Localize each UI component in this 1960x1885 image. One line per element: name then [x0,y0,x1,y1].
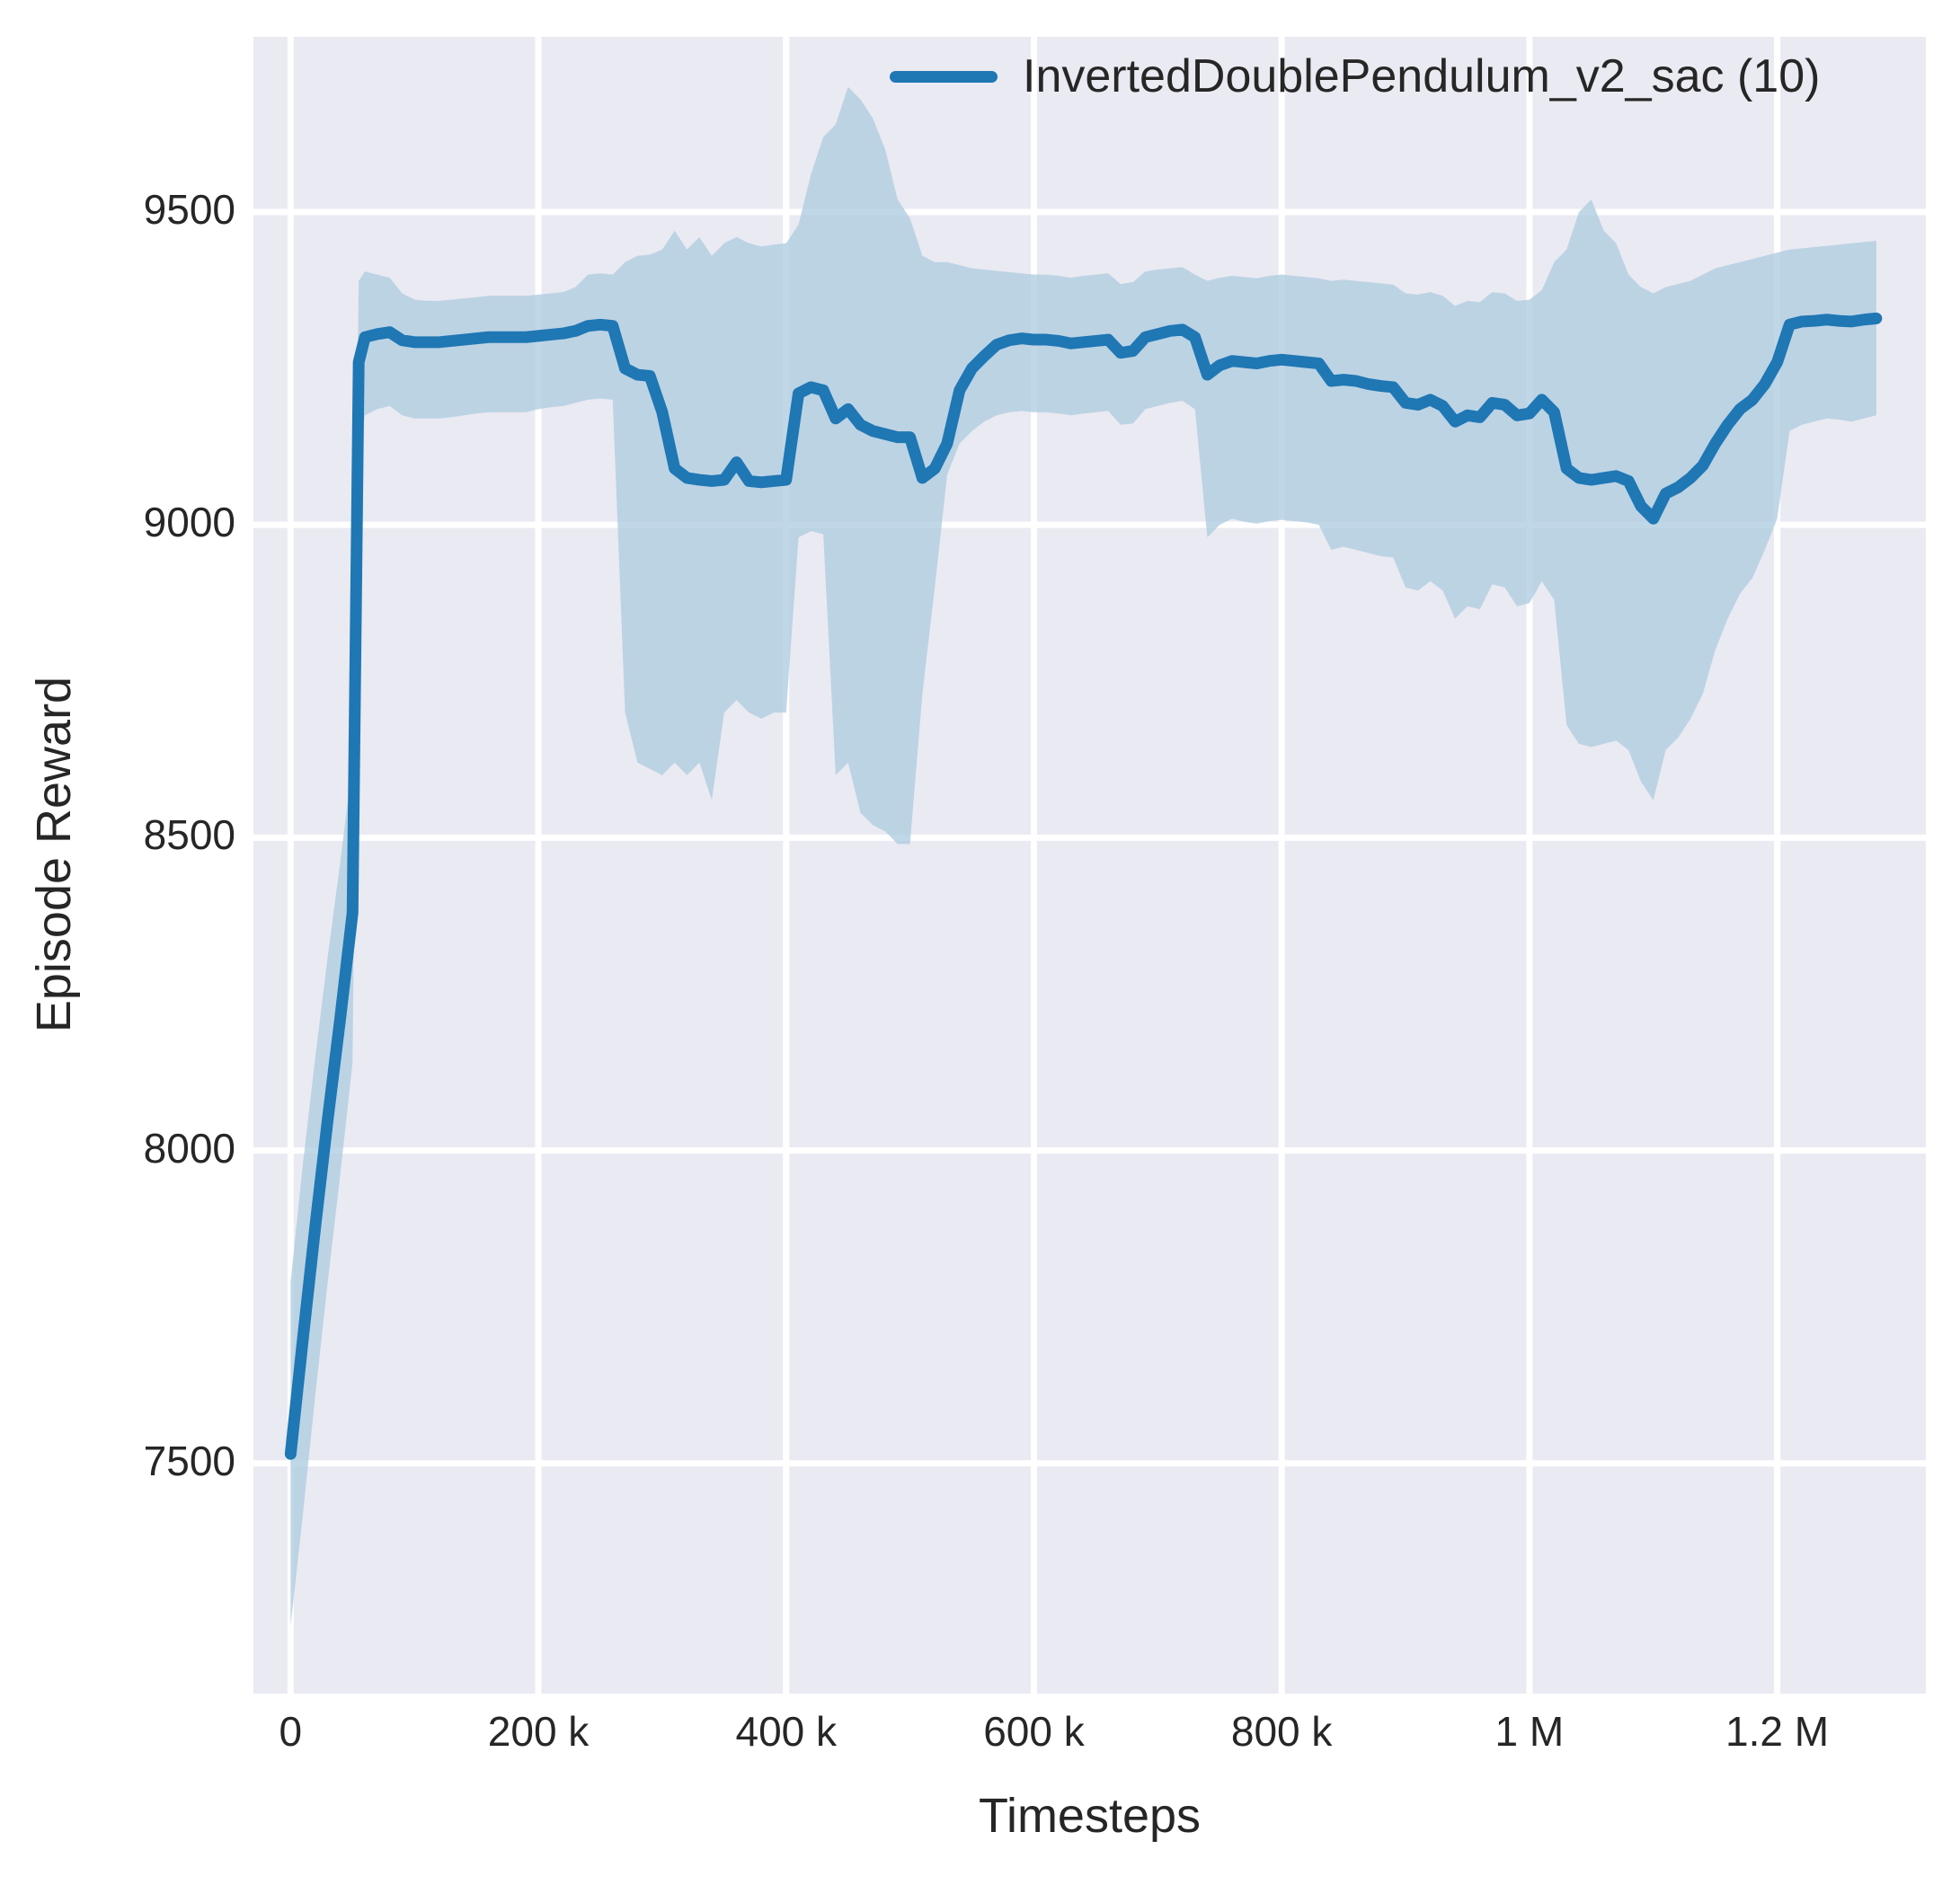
x-tick-label: 0 [279,1708,303,1755]
y-tick-label: 8500 [143,811,235,859]
plot-area [253,37,1926,1694]
plot-svg [253,37,1926,1694]
legend-line-swatch [890,70,998,83]
x-tick-label: 400 k [735,1708,838,1755]
mean-line [284,312,1883,1460]
x-axis-label: Timesteps [978,1789,1202,1843]
y-tick-label: 9000 [143,499,235,546]
x-tick-label: 1 M [1494,1708,1565,1755]
confidence-band [290,86,1876,1626]
legend: InvertedDoublePendulum_v2_sac (10) [890,49,1820,103]
x-tick-label: 1.2 M [1725,1708,1830,1755]
y-tick-label: 9500 [143,185,235,233]
x-tick-label: 200 k [487,1708,590,1755]
y-tick-label: 7500 [143,1437,235,1484]
y-axis-label: Episode Reward [27,676,81,1033]
x-tick-label: 600 k [983,1708,1085,1755]
x-tick-label: 800 k [1230,1708,1333,1755]
y-tick-label: 8000 [143,1124,235,1172]
legend-label: InvertedDoublePendulum_v2_sac (10) [1023,50,1821,102]
